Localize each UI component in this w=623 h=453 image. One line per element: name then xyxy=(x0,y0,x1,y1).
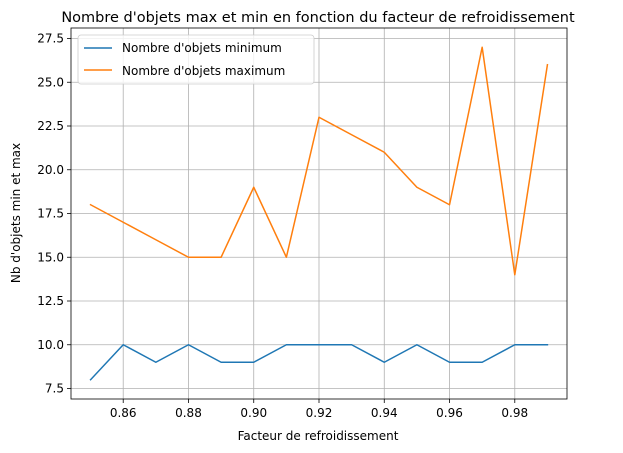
y-tick-label: 12.5 xyxy=(37,294,64,308)
x-tick-label: 0.92 xyxy=(306,406,333,420)
y-axis-label: Nb d'objets min et max xyxy=(9,143,23,283)
y-tick-label: 10.0 xyxy=(37,338,64,352)
x-tick-label: 0.94 xyxy=(371,406,398,420)
x-tick-label: 0.98 xyxy=(501,406,528,420)
x-tick-label: 0.96 xyxy=(436,406,463,420)
y-tick-label: 7.5 xyxy=(45,382,64,396)
series-line-minimum xyxy=(89,344,549,381)
x-tick-label: 0.88 xyxy=(175,406,202,420)
series-lines xyxy=(89,46,549,381)
chart-title: Nombre d'objets max et min en fonction d… xyxy=(61,10,575,26)
grid xyxy=(71,28,567,399)
legend: Nombre d'objets minimum Nombre d'objets … xyxy=(77,34,315,85)
x-tick-label: 0.86 xyxy=(110,406,137,420)
series-line-maximum xyxy=(89,46,549,276)
y-tick-label: 15.0 xyxy=(37,250,64,264)
legend-frame xyxy=(77,34,315,85)
x-tick-label: 0.90 xyxy=(240,406,267,420)
y-axis: 7.5 10.0 12.5 15.0 17.5 20.0 22.5 25.0 27.5 xyxy=(37,32,71,396)
x-axis: 0.86 0.88 0.90 0.92 0.94 0.96 0.98 xyxy=(110,399,528,420)
y-tick-label: 17.5 xyxy=(37,207,64,221)
x-axis-label: Facteur de refroidissement xyxy=(238,429,399,443)
y-tick-label: 27.5 xyxy=(37,32,64,46)
y-tick-label: 22.5 xyxy=(37,119,64,133)
y-tick-label: 20.0 xyxy=(37,163,64,177)
legend-label-minimum: Nombre d'objets minimum xyxy=(122,41,282,55)
y-tick-label: 25.0 xyxy=(37,75,64,89)
legend-label-maximum: Nombre d'objets maximum xyxy=(122,64,285,78)
